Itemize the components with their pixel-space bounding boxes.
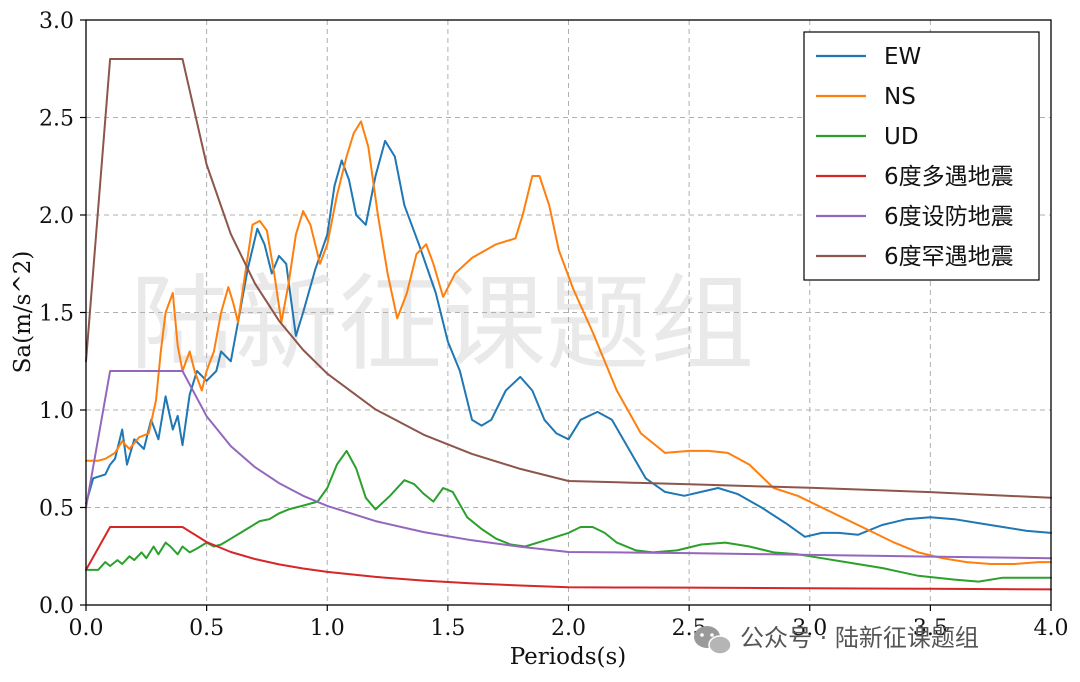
x-tick-label: 1.5 (430, 616, 465, 641)
x-tick-label: 1.0 (310, 616, 345, 641)
y-tick-label: 3.0 (39, 9, 74, 34)
y-tick-label: 0.0 (39, 594, 74, 619)
y-tick-label: 0.5 (39, 497, 74, 522)
series-line-6 (85, 58, 1052, 499)
watermark: 陆新征课题组 (130, 263, 754, 385)
y-tick-label: 1.5 (39, 302, 74, 327)
y-tick-label: 1.0 (39, 399, 74, 424)
x-axis-label: Periods(s) (510, 644, 627, 670)
x-tick-label: 0.0 (69, 616, 104, 641)
y-tick-label: 2.0 (39, 204, 74, 229)
series-lines (85, 58, 1052, 591)
series-line-5 (85, 370, 1052, 560)
legend-box (803, 31, 1040, 281)
x-tick-label: 0.5 (189, 616, 224, 641)
legend-label: EW (884, 44, 921, 70)
legend-label: 6度多遇地震 (884, 164, 1014, 190)
x-tick-label: 2.0 (551, 616, 586, 641)
legend-label: UD (884, 124, 919, 150)
x-tick-label: 3.0 (792, 616, 827, 641)
legend-label: 6度设防地震 (884, 204, 1014, 230)
legend-label: NS (884, 84, 916, 110)
watermark-text: 陆新征课题组 (130, 263, 754, 385)
legend-label: 6度罕遇地震 (884, 244, 1014, 270)
x-tick-label: 4.0 (1034, 616, 1069, 641)
series-line-4 (85, 526, 1052, 591)
y-tick-label: 2.5 (39, 107, 74, 132)
series-line-1 (85, 139, 1052, 538)
y-axis-label: Sa(m/s^2) (10, 251, 36, 374)
series-line-3 (85, 449, 1052, 583)
source-badge: 公众号 · 陆新征课题组 (694, 624, 979, 655)
wechat-icon (694, 626, 732, 655)
axis-ticks: 0.0 0.5 1.0 1.5 2.0 2.5 3.0 3.5 4.0 0.0 0.5 1.0 1.5 2… (39, 9, 1069, 641)
source-label: 公众号 · 陆新征课题组 (740, 624, 979, 652)
x-tick-label: 3.5 (913, 616, 948, 641)
legend: EW NS UD 6度多遇地震 6度设防地震 6度罕遇地震 (803, 31, 1040, 281)
